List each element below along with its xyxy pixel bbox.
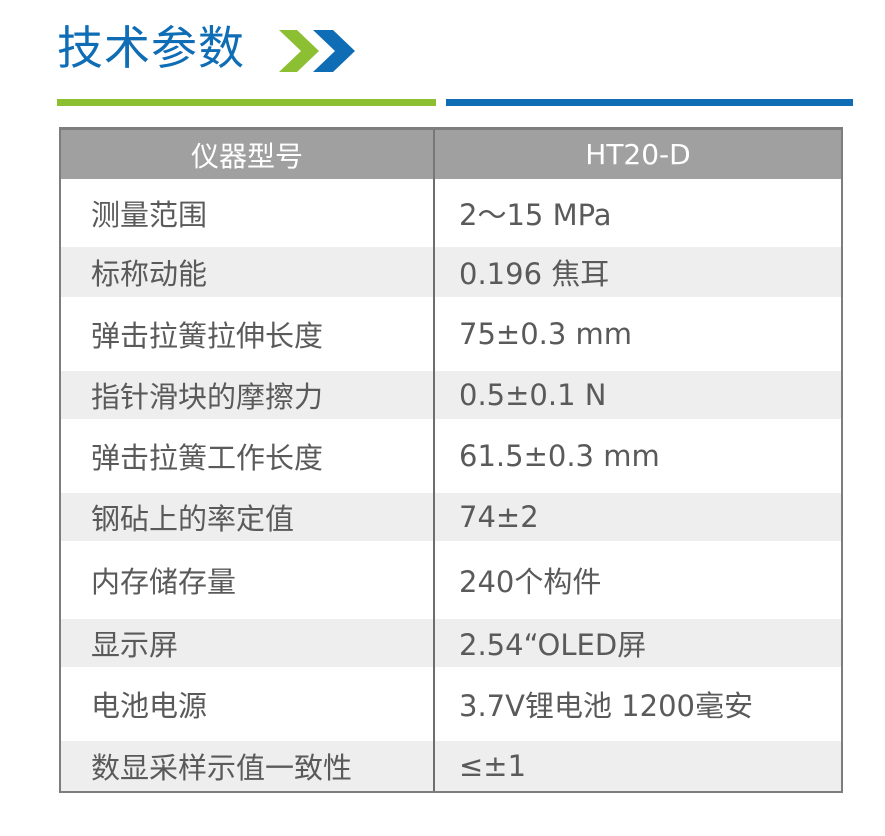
row-label: 数显采样示值一致性 <box>61 741 435 791</box>
row-value: 61.5±0.3 mm <box>459 439 660 473</box>
header-cell-model-label: 仪器型号 <box>61 130 435 179</box>
table-header: 仪器型号 HT20-D <box>61 130 841 179</box>
table-row: 弹击拉簧工作长度 61.5±0.3 mm <box>61 419 841 493</box>
table-row: 内存储存量 240个构件 <box>61 541 841 619</box>
table-row: 标称动能 0.196 焦耳 <box>61 247 841 297</box>
row-value: 240个构件 <box>459 565 602 599</box>
row-value: ≤±1 <box>459 749 527 783</box>
row-label: 弹击拉簧工作长度 <box>61 419 435 493</box>
table-row: 数显采样示值一致性 ≤±1 <box>61 741 841 791</box>
row-value: 0.196 焦耳 <box>459 257 610 291</box>
row-label: 电池电源 <box>61 667 435 741</box>
row-value: 74±2 <box>459 500 539 534</box>
green-divider <box>57 99 436 106</box>
header-cell-model-value: HT20-D <box>585 138 691 171</box>
row-value: 2～15 MPa <box>459 198 612 232</box>
table-row: 钢砧上的率定值 74±2 <box>61 493 841 541</box>
table-row: 弹击拉簧拉伸长度 75±0.3 mm <box>61 297 841 371</box>
row-label: 钢砧上的率定值 <box>61 493 435 541</box>
table-row: 显示屏 2.54“OLED屏 <box>61 619 841 667</box>
row-value: 3.7V锂电池 1200毫安 <box>459 689 753 723</box>
row-label: 弹击拉簧拉伸长度 <box>61 297 435 371</box>
spec-table: 仪器型号 HT20-D 测量范围 2～15 MPa 标称动能 0.196 焦耳 弹击… <box>59 127 843 793</box>
row-label: 标称动能 <box>61 247 435 297</box>
blue-divider <box>446 99 853 106</box>
row-label: 测量范围 <box>61 179 435 247</box>
row-value: 75±0.3 mm <box>459 317 633 351</box>
row-value: 0.5±0.1 N <box>459 378 607 412</box>
row-label: 显示屏 <box>61 619 435 667</box>
table-row: 测量范围 2～15 MPa <box>61 179 841 247</box>
row-label: 内存储存量 <box>61 541 435 619</box>
row-value: 2.54“OLED屏 <box>459 628 647 662</box>
table-row: 电池电源 3.7V锂电池 1200毫安 <box>61 667 841 741</box>
table-row: 指针滑块的摩擦力 0.5±0.1 N <box>61 371 841 419</box>
page-title: 技术参数 <box>57 21 245 75</box>
row-label: 指针滑块的摩擦力 <box>61 371 435 419</box>
double-chevron-right-icon <box>279 30 355 72</box>
